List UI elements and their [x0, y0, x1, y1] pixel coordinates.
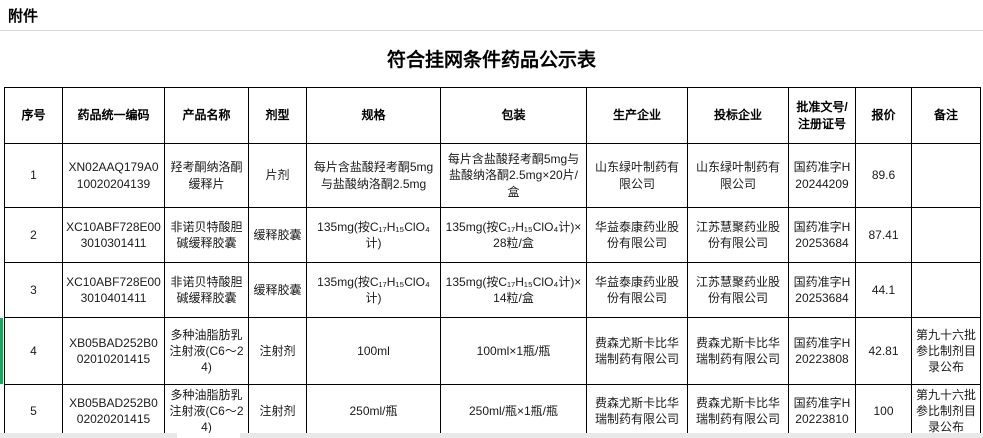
- cell-seq[interactable]: 5: [4, 384, 63, 438]
- cell-form[interactable]: 注射剂: [248, 317, 307, 385]
- attachment-label: 附件: [8, 8, 39, 25]
- cell-bidder[interactable]: 山东绿叶制药有限公司: [687, 143, 789, 208]
- cell-manufacturer[interactable]: 费森尤斯卡比华瑞制药有限公司: [586, 384, 688, 438]
- table-row: 5 XB05BAD252B002020201415 多种油脂肪乳注射液(C6～2…: [4, 384, 981, 438]
- cell-seq[interactable]: 1: [4, 143, 63, 208]
- cell-pack[interactable]: 每片含盐酸羟考酮5mg与盐酸纳洛酮2.5mg×20片/盒: [440, 143, 587, 208]
- cell-spec[interactable]: 每片含盐酸羟考酮5mg与盐酸纳洛酮2.5mg: [306, 143, 441, 208]
- cell-code[interactable]: XN02AAQ179A010020204139: [62, 143, 165, 208]
- drug-publicity-table: 序号 药品统一编码 产品名称 剂型 规格 包装 生产企业 投标企业 批准文号/注…: [4, 87, 981, 438]
- cell-product[interactable]: 多种油脂肪乳注射液(C6～24): [164, 317, 249, 385]
- cell-approval[interactable]: 国药准字H20223810: [788, 384, 856, 438]
- cell-product[interactable]: 非诺贝特酸胆碱缓释胶囊: [164, 207, 249, 263]
- cell-note[interactable]: [911, 207, 981, 263]
- row-selection-indicator: [0, 318, 3, 384]
- cell-manufacturer[interactable]: 华益泰康药业股份有限公司: [586, 262, 688, 318]
- cell-product[interactable]: 非诺贝特酸胆碱缓释胶囊: [164, 262, 249, 318]
- cell-approval[interactable]: 国药准字H20253684: [788, 207, 856, 263]
- cell-approval[interactable]: 国药准字H20223808: [788, 317, 856, 385]
- cell-price[interactable]: 42.81: [855, 317, 912, 385]
- col-header-pack[interactable]: 包装: [440, 87, 587, 144]
- cell-pack[interactable]: 135mg(按C₁₇H₁₅ClO₄计)×28粒/盒: [440, 207, 587, 263]
- bottom-partial-row: [0, 433, 983, 438]
- cell-spec[interactable]: 250ml/瓶: [306, 384, 441, 438]
- col-header-note[interactable]: 备注: [911, 87, 981, 144]
- cell-seq[interactable]: 3: [4, 262, 63, 318]
- cell-pack[interactable]: 250ml/瓶×1瓶/瓶: [440, 384, 587, 438]
- table-row: 2 XC10ABF728E003010301411 非诺贝特酸胆碱缓释胶囊 缓释…: [4, 207, 981, 263]
- table-header-row: 序号 药品统一编码 产品名称 剂型 规格 包装 生产企业 投标企业 批准文号/注…: [4, 87, 981, 144]
- page-title: 符合挂网条件药品公示表: [386, 50, 596, 71]
- table-row: 4 XB05BAD252B002010201415 多种油脂肪乳注射液(C6～2…: [4, 317, 981, 385]
- cell-code[interactable]: XB05BAD252B002020201415: [62, 384, 165, 438]
- col-header-code[interactable]: 药品统一编码: [62, 87, 165, 144]
- cell-price[interactable]: 87.41: [855, 207, 912, 263]
- cell-seq[interactable]: 4: [4, 317, 63, 385]
- cell-spec[interactable]: 100ml: [306, 317, 441, 385]
- cell-price[interactable]: 44.1: [855, 262, 912, 318]
- cell-form[interactable]: 片剂: [248, 143, 307, 208]
- table-row: 1 XN02AAQ179A010020204139 羟考酮纳洛酮缓释片 片剂 每…: [4, 143, 981, 208]
- col-header-form[interactable]: 剂型: [248, 87, 307, 144]
- col-header-manufacturer[interactable]: 生产企业: [586, 87, 688, 144]
- cell-pack[interactable]: 100ml×1瓶/瓶: [440, 317, 587, 385]
- cell-spec[interactable]: 135mg(按C₁₇H₁₅ClO₄计): [306, 262, 441, 318]
- cell-bidder[interactable]: 费森尤斯卡比华瑞制药有限公司: [687, 384, 789, 438]
- cell-manufacturer[interactable]: 山东绿叶制药有限公司: [586, 143, 688, 208]
- cell-manufacturer[interactable]: 费森尤斯卡比华瑞制药有限公司: [586, 317, 688, 385]
- col-header-spec[interactable]: 规格: [306, 87, 441, 144]
- cell-bidder[interactable]: 江苏慧聚药业股份有限公司: [687, 262, 789, 318]
- attachment-divider: [0, 30, 983, 31]
- cell-manufacturer[interactable]: 华益泰康药业股份有限公司: [586, 207, 688, 263]
- cell-code[interactable]: XC10ABF728E003010401411: [62, 262, 165, 318]
- cell-code[interactable]: XB05BAD252B002010201415: [62, 317, 165, 385]
- cell-bidder[interactable]: 江苏慧聚药业股份有限公司: [687, 207, 789, 263]
- cell-pack[interactable]: 135mg(按C₁₇H₁₅ClO₄计)×14粒/盒: [440, 262, 587, 318]
- cell-approval[interactable]: 国药准字H20253684: [788, 262, 856, 318]
- cell-price[interactable]: 100: [855, 384, 912, 438]
- cell-approval[interactable]: 国药准字H20244209: [788, 143, 856, 208]
- col-header-seq[interactable]: 序号: [4, 87, 63, 144]
- col-header-bidder[interactable]: 投标企业: [687, 87, 789, 144]
- cell-product[interactable]: 多种油脂肪乳注射液(C6～24): [164, 384, 249, 438]
- cell-code[interactable]: XC10ABF728E003010301411: [62, 207, 165, 263]
- cell-note[interactable]: [911, 262, 981, 318]
- cell-spec[interactable]: 135mg(按C₁₇H₁₅ClO₄计): [306, 207, 441, 263]
- cell-price[interactable]: 89.6: [855, 143, 912, 208]
- cell-seq[interactable]: 2: [4, 207, 63, 263]
- col-header-approval[interactable]: 批准文号/注册证号: [788, 87, 856, 144]
- cell-note[interactable]: [911, 143, 981, 208]
- cell-product[interactable]: 羟考酮纳洛酮缓释片: [164, 143, 249, 208]
- cell-form[interactable]: 注射剂: [248, 384, 307, 438]
- cell-note[interactable]: 第九十六批参比制剂目录公布: [911, 384, 981, 438]
- table-row: 3 XC10ABF728E003010401411 非诺贝特酸胆碱缓释胶囊 缓释…: [4, 262, 981, 318]
- cell-bidder[interactable]: 费森尤斯卡比华瑞制药有限公司: [687, 317, 789, 385]
- cell-form[interactable]: 缓释胶囊: [248, 262, 307, 318]
- cell-note[interactable]: 第九十六批参比制剂目录公布: [911, 317, 981, 385]
- col-header-product[interactable]: 产品名称: [164, 87, 249, 144]
- col-header-price[interactable]: 报价: [855, 87, 912, 144]
- cell-form[interactable]: 缓释胶囊: [248, 207, 307, 263]
